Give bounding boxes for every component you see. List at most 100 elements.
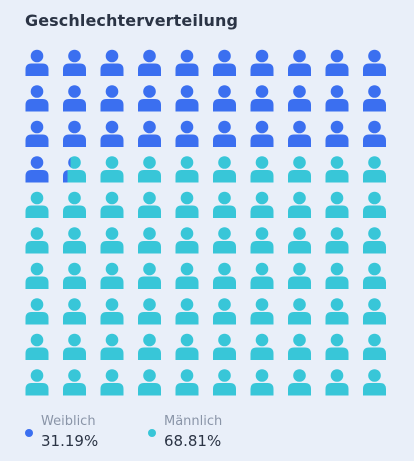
person-icon-weiblich	[363, 49, 386, 76]
person-icon-maennlich	[363, 227, 386, 254]
person-icon-weiblich	[363, 120, 386, 147]
person-icon-maennlich	[63, 227, 86, 254]
legend-label-maennlich: Männlich	[164, 414, 223, 429]
person-icon-maennlich	[288, 227, 311, 254]
person-icon-maennlich	[63, 298, 86, 325]
person-icon-maennlich	[100, 298, 124, 325]
person-icon-maennlich	[138, 156, 161, 183]
person-icon-maennlich	[325, 191, 349, 218]
person-icon-maennlich	[100, 227, 124, 254]
person-icon-maennlich	[175, 262, 199, 289]
person-icon-maennlich	[100, 156, 124, 183]
person-icon-maennlich	[325, 156, 349, 183]
person-icon-maennlich	[325, 227, 349, 254]
person-icon-weiblich	[325, 49, 349, 76]
person-icon-weiblich	[250, 120, 274, 147]
person-icon-maennlich	[25, 333, 49, 360]
person-icon-weiblich	[63, 85, 86, 112]
person-icon-maennlich	[63, 262, 86, 289]
person-icon-weiblich	[250, 49, 274, 76]
legend-dot-weiblich	[25, 429, 33, 437]
person-icon-weiblich	[63, 49, 86, 76]
person-icon-weiblich	[213, 49, 236, 76]
person-icon-maennlich	[363, 156, 386, 183]
person-icon-maennlich	[25, 369, 49, 396]
person-icon-weiblich	[325, 120, 349, 147]
person-icon-maennlich	[363, 333, 386, 360]
person-icon-weiblich	[138, 49, 161, 76]
person-icon-maennlich	[213, 227, 236, 254]
person-icon-maennlich	[288, 262, 311, 289]
person-icon-weiblich	[325, 85, 349, 112]
person-icon-maennlich	[325, 262, 349, 289]
person-icon-maennlich	[100, 262, 124, 289]
person-icon-weiblich	[100, 49, 124, 76]
person-icon-maennlich	[250, 333, 274, 360]
pictograph-grid	[25, 49, 386, 396]
person-icon-weiblich	[288, 49, 311, 76]
legend-value-maennlich: 68.81%	[164, 432, 222, 450]
person-icon-split	[63, 156, 86, 183]
person-icon-maennlich	[250, 191, 274, 218]
person-icon-weiblich	[175, 85, 199, 112]
legend-value-weiblich: 31.19%	[41, 432, 99, 450]
person-icon-maennlich	[25, 227, 49, 254]
person-icon-maennlich	[288, 191, 311, 218]
legend-label-weiblich: Weiblich	[41, 414, 96, 429]
person-icon-weiblich	[213, 120, 236, 147]
person-icon-maennlich	[100, 369, 124, 396]
person-icon-maennlich	[250, 262, 274, 289]
person-icon-weiblich	[213, 85, 236, 112]
person-icon-maennlich	[175, 298, 199, 325]
person-icon-weiblich	[100, 85, 124, 112]
person-icon-maennlich	[213, 191, 236, 218]
person-icon-maennlich	[363, 262, 386, 289]
person-icon-weiblich	[288, 85, 311, 112]
person-icon-maennlich	[138, 369, 161, 396]
person-icon-maennlich	[175, 369, 199, 396]
person-icon-maennlich	[138, 298, 161, 325]
legend-dot-maennlich	[148, 429, 156, 437]
person-icon-maennlich	[213, 298, 236, 325]
person-icon-weiblich	[63, 120, 86, 147]
person-icon-maennlich	[213, 262, 236, 289]
person-icon-weiblich	[25, 49, 49, 76]
person-icon-maennlich	[25, 298, 49, 325]
person-icon-maennlich	[363, 298, 386, 325]
person-icon-maennlich	[250, 369, 274, 396]
person-icon-maennlich	[175, 156, 199, 183]
person-icon-maennlich	[213, 333, 236, 360]
person-icon-maennlich	[63, 333, 86, 360]
person-icon-weiblich	[138, 120, 161, 147]
person-icon-weiblich	[25, 85, 49, 112]
person-icon-maennlich	[100, 333, 124, 360]
person-icon-maennlich	[25, 262, 49, 289]
person-icon-maennlich	[250, 156, 274, 183]
person-icon-weiblich	[25, 156, 49, 183]
person-icon-maennlich	[63, 369, 86, 396]
person-icon-maennlich	[325, 369, 349, 396]
person-icon-maennlich	[288, 298, 311, 325]
person-icon-maennlich	[25, 191, 49, 218]
person-icon-weiblich	[250, 85, 274, 112]
person-icon-maennlich	[138, 333, 161, 360]
person-icon-weiblich	[175, 49, 199, 76]
person-icon-maennlich	[288, 369, 311, 396]
person-icon-weiblich	[288, 120, 311, 147]
person-icon-maennlich	[363, 191, 386, 218]
person-icon-maennlich	[138, 227, 161, 254]
person-icon-maennlich	[175, 333, 199, 360]
person-icon-maennlich	[288, 333, 311, 360]
person-icon-maennlich	[325, 333, 349, 360]
person-icon-maennlich	[175, 227, 199, 254]
person-icon-maennlich	[63, 191, 86, 218]
person-icon-weiblich	[138, 85, 161, 112]
person-icon-weiblich	[175, 120, 199, 147]
person-icon-maennlich	[363, 369, 386, 396]
person-icon-maennlich	[213, 156, 236, 183]
person-icon-maennlich	[138, 262, 161, 289]
person-icon-maennlich	[325, 298, 349, 325]
chart-title: Geschlechterverteilung	[25, 11, 239, 30]
person-icon-weiblich	[100, 120, 124, 147]
